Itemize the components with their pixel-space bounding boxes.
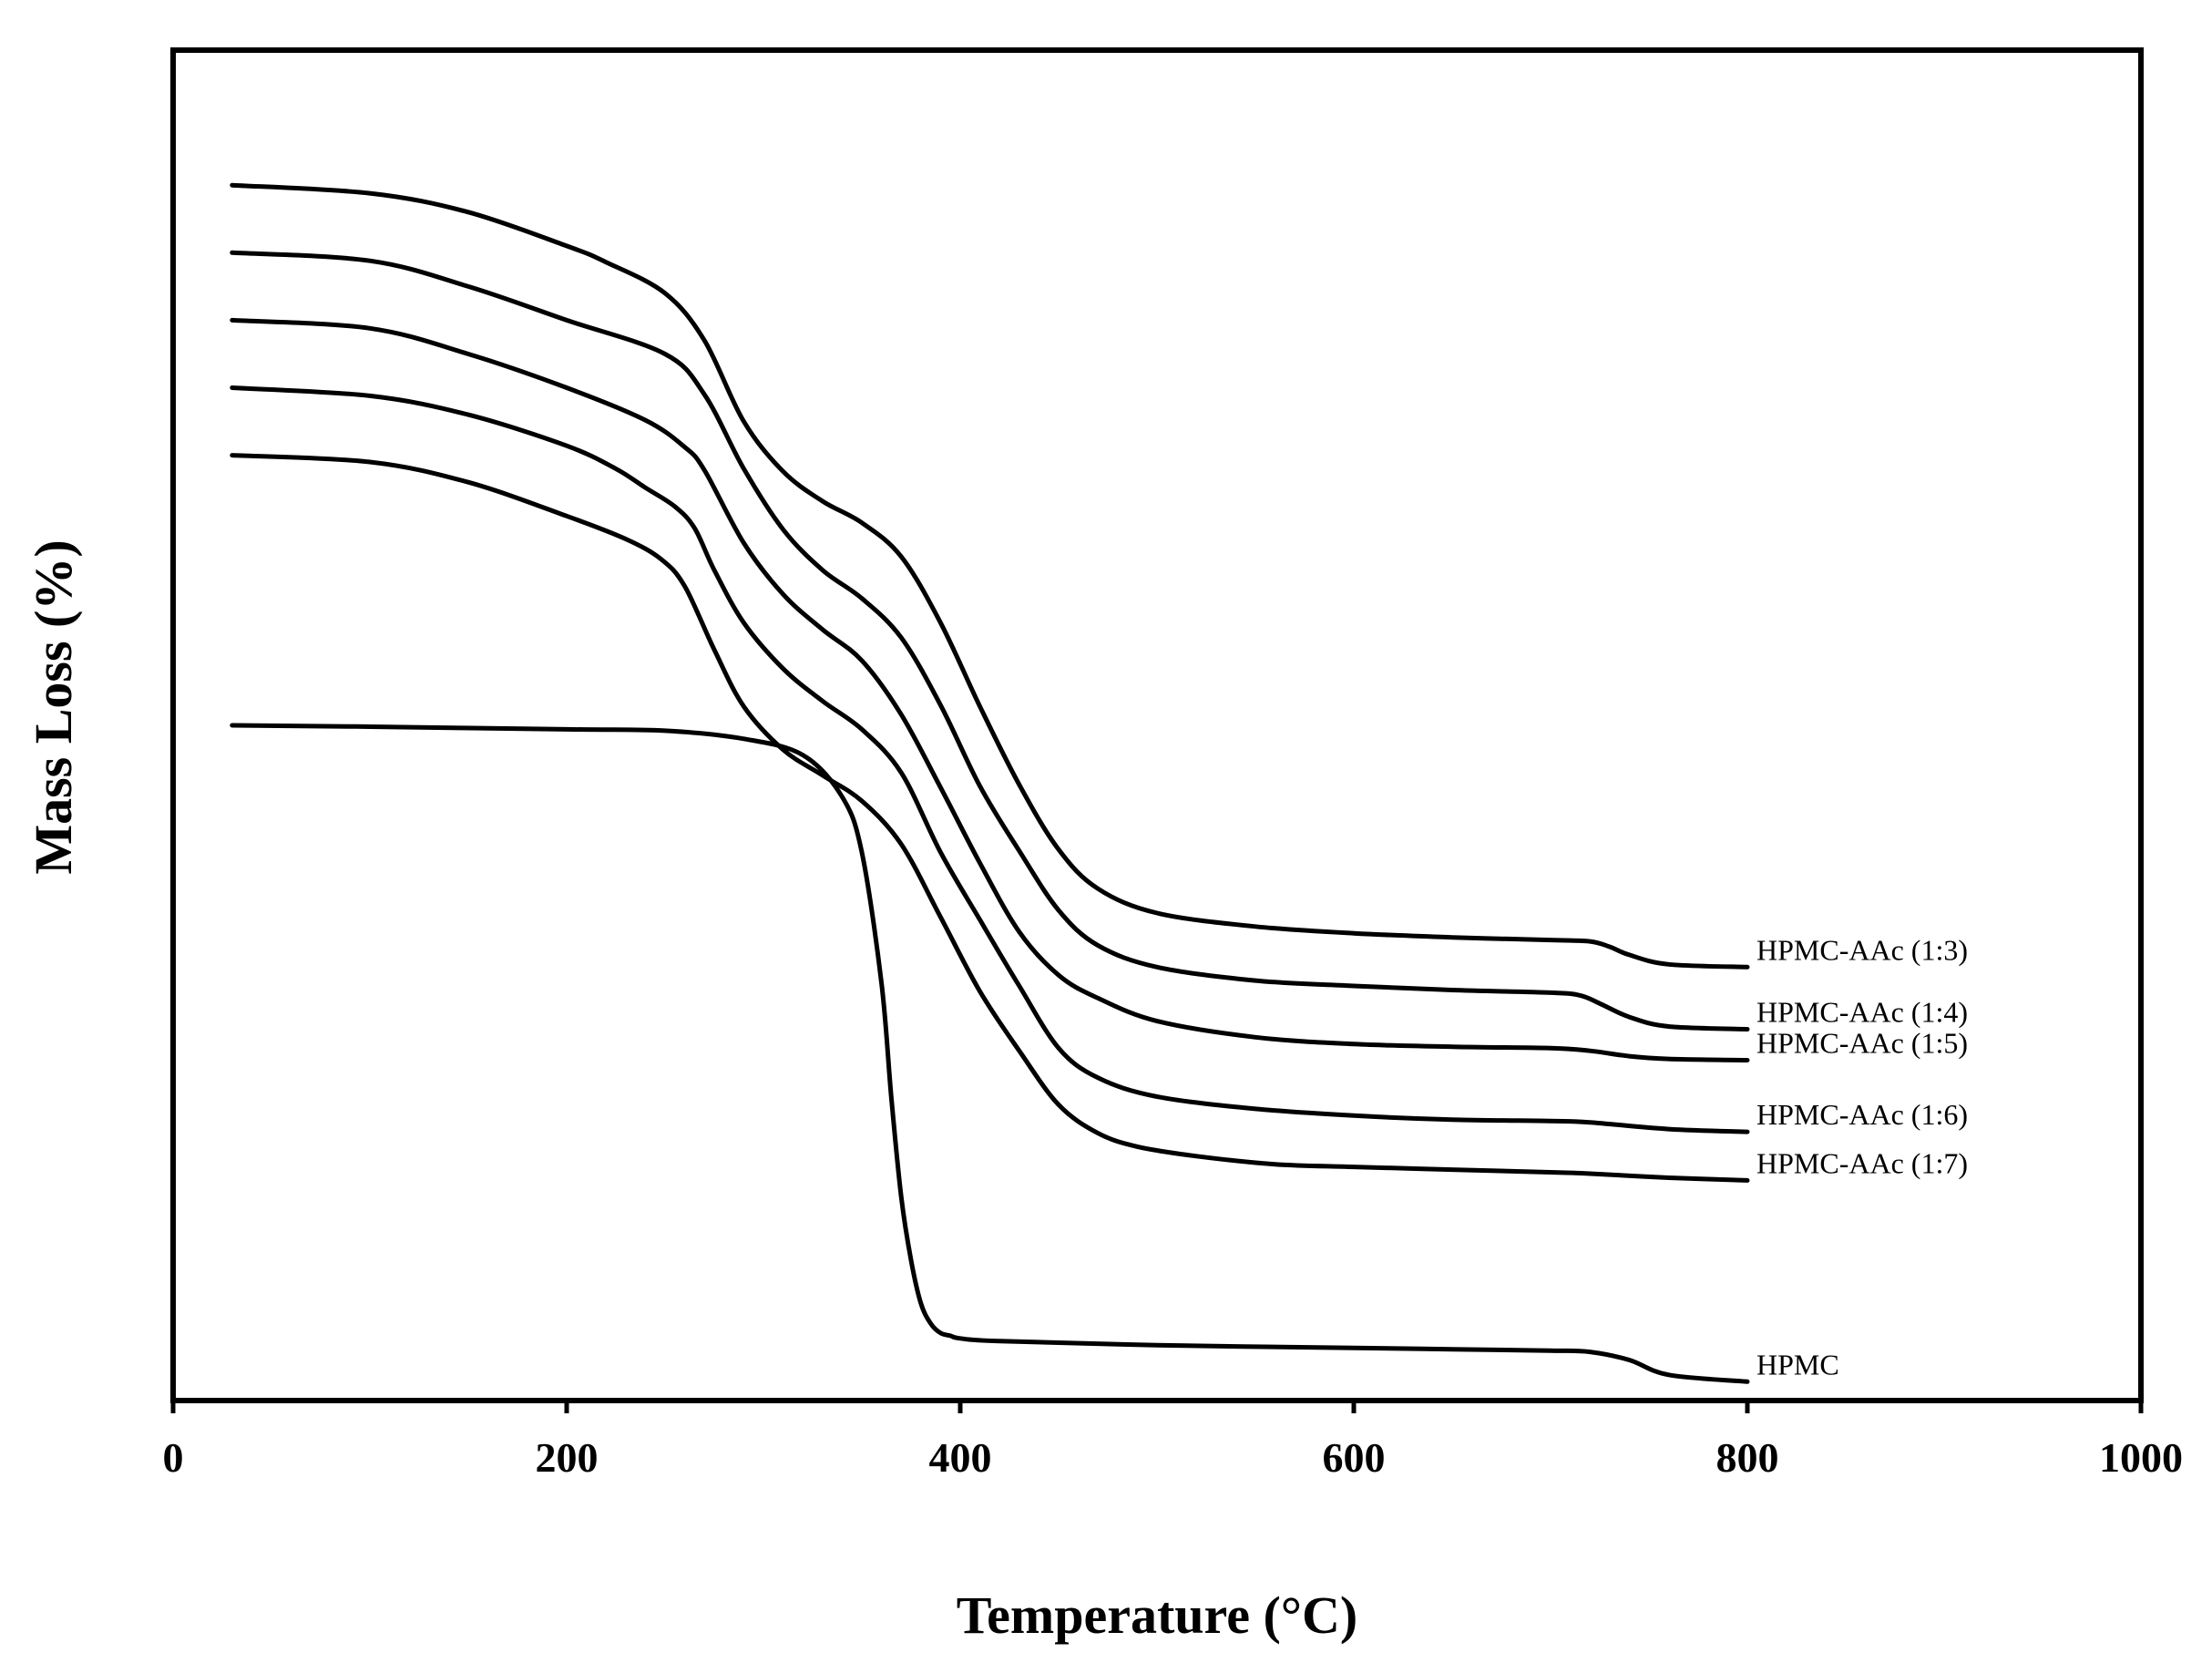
series-label-hpmc: HPMC — [1756, 1348, 1839, 1380]
x-axis-ticks — [170, 1401, 2144, 1413]
x-tick-label-0: 0 — [163, 1434, 184, 1481]
series-line-hpmc-aac-1-7 — [230, 453, 1750, 1183]
x-tick-label-600: 600 — [1323, 1434, 1386, 1481]
series-lines — [230, 182, 1750, 1384]
series-label-hpmc-aac-1-3: HPMC-AAc (1:3) — [1756, 933, 1968, 966]
x-tick-label-200: 200 — [536, 1434, 599, 1481]
series-line-hpmc — [230, 723, 1750, 1384]
x-tick-label-1000: 1000 — [2099, 1434, 2183, 1481]
x-axis-tick-labels: 0 200 400 600 800 1000 — [163, 1434, 2184, 1481]
series-label-hpmc-aac-1-7: HPMC-AAc (1:7) — [1756, 1146, 1968, 1179]
series-labels: HPMC-AAc (1:3)HPMC-AAc (1:4)HPMC-AAc (1:… — [1756, 933, 1968, 1380]
series-line-hpmc-aac-1-5 — [230, 317, 1750, 1062]
series-line-hpmc-aac-1-4 — [230, 250, 1750, 1032]
series-label-hpmc-aac-1-6: HPMC-AAc (1:6) — [1756, 1098, 1968, 1131]
y-axis-title: Mass Loss (%) — [24, 539, 83, 874]
x-tick-label-800: 800 — [1716, 1434, 1779, 1481]
series-line-hpmc-aac-1-3 — [230, 182, 1750, 970]
series-line-hpmc-aac-1-6 — [230, 385, 1750, 1134]
plot-frame — [170, 47, 2144, 1403]
series-label-hpmc-aac-1-5: HPMC-AAc (1:5) — [1756, 1027, 1968, 1060]
series-label-hpmc-aac-1-4: HPMC-AAc (1:4) — [1756, 995, 1968, 1028]
x-tick-label-400: 400 — [929, 1434, 992, 1481]
x-axis-title: Temperature (°C) — [957, 1586, 1357, 1645]
